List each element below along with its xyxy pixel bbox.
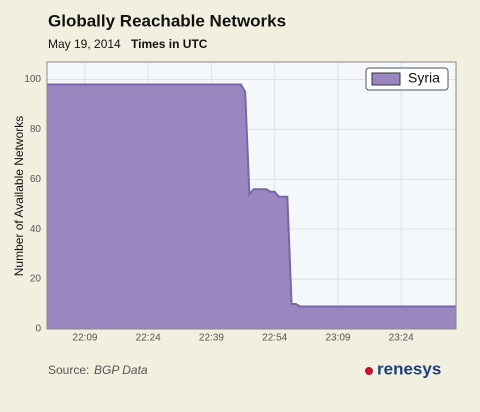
x-tick-label: 23:24 <box>389 333 414 344</box>
plot-border <box>46 61 457 330</box>
legend-label: Syria <box>408 70 440 86</box>
source-label: Source: <box>48 363 89 377</box>
chart-title: Globally Reachable Networks <box>48 11 286 30</box>
y-tick-label: 40 <box>30 224 42 235</box>
x-tick-label: 22:39 <box>199 333 224 344</box>
y-axis-label: Number of Available Networks <box>12 116 26 277</box>
y-tick-label: 100 <box>24 74 41 85</box>
y-tick-label: 80 <box>30 124 42 135</box>
source: BGP Data <box>94 363 148 377</box>
x-tick-label: 22:54 <box>262 333 287 344</box>
x-tick-label: 23:09 <box>325 333 350 344</box>
chart-subtitle: May 19, 2014 <box>48 37 121 51</box>
logo-dot <box>365 367 373 375</box>
area-line <box>47 83 456 308</box>
x-tick-label: 22:09 <box>72 333 97 344</box>
area <box>47 84 456 329</box>
logo: renesys <box>377 359 441 378</box>
y-tick-label: 60 <box>30 174 42 185</box>
y-tick-label: 20 <box>30 274 42 285</box>
y-tick-label: 0 <box>35 324 41 335</box>
x-tick-label: 22:24 <box>136 333 161 344</box>
timezone-note: Times in UTC <box>131 37 208 51</box>
legend-swatch <box>371 72 401 86</box>
